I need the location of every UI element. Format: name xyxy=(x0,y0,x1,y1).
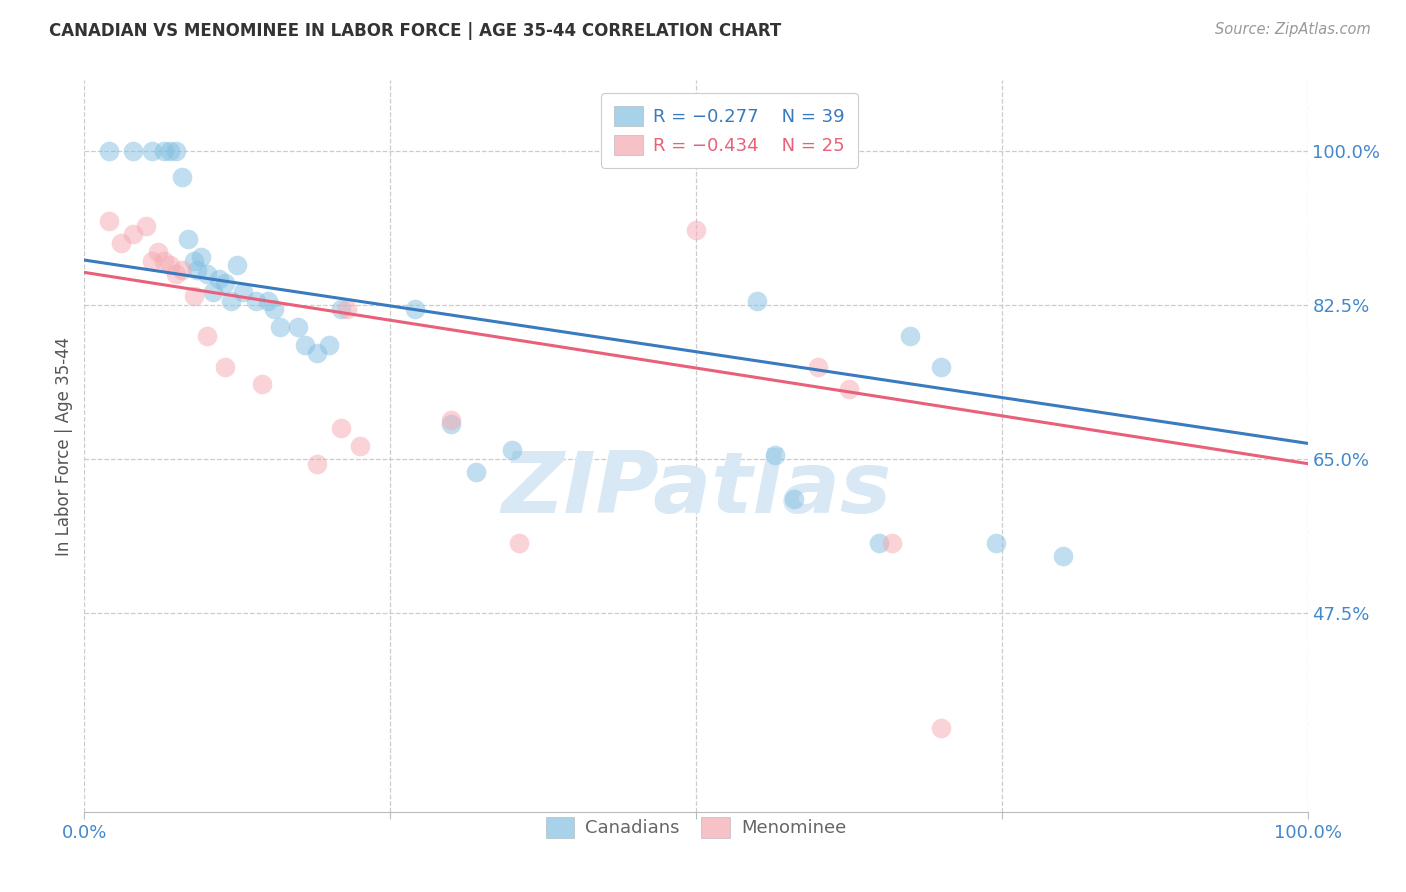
Point xyxy=(172,262,194,277)
Point xyxy=(508,536,530,550)
Point xyxy=(153,254,176,268)
Point xyxy=(898,329,921,343)
Point xyxy=(183,289,205,303)
Point xyxy=(250,377,273,392)
Point xyxy=(305,457,328,471)
Point xyxy=(330,421,353,435)
Point xyxy=(929,359,952,374)
Point xyxy=(807,359,830,374)
Point xyxy=(195,329,218,343)
Point xyxy=(269,320,291,334)
Point xyxy=(318,337,340,351)
Point xyxy=(219,293,242,308)
Point xyxy=(404,302,426,317)
Point xyxy=(214,359,236,374)
Point xyxy=(257,293,280,308)
Point xyxy=(880,536,903,550)
Point xyxy=(440,417,463,431)
Point xyxy=(330,302,353,317)
Point xyxy=(159,144,181,158)
Point xyxy=(183,254,205,268)
Legend: Canadians, Menominee: Canadians, Menominee xyxy=(533,804,859,850)
Point xyxy=(263,302,285,317)
Point xyxy=(765,448,787,462)
Point xyxy=(135,219,157,233)
Point xyxy=(146,245,169,260)
Point xyxy=(232,285,254,299)
Point xyxy=(159,258,181,272)
Point xyxy=(984,536,1007,550)
Point xyxy=(783,491,806,506)
Point xyxy=(294,337,316,351)
Point xyxy=(97,214,120,228)
Point xyxy=(464,466,486,480)
Text: CANADIAN VS MENOMINEE IN LABOR FORCE | AGE 35-44 CORRELATION CHART: CANADIAN VS MENOMINEE IN LABOR FORCE | A… xyxy=(49,22,782,40)
Point xyxy=(186,262,208,277)
Point xyxy=(287,320,309,334)
Point xyxy=(122,144,145,158)
Point xyxy=(97,144,120,158)
Point xyxy=(177,232,200,246)
Point xyxy=(141,254,163,268)
Point xyxy=(141,144,163,158)
Y-axis label: In Labor Force | Age 35-44: In Labor Force | Age 35-44 xyxy=(55,336,73,556)
Point xyxy=(208,271,231,285)
Point xyxy=(165,144,187,158)
Point xyxy=(305,346,328,360)
Point xyxy=(226,258,249,272)
Point xyxy=(110,236,132,251)
Point xyxy=(869,536,891,550)
Point xyxy=(440,412,463,426)
Point xyxy=(214,276,236,290)
Point xyxy=(502,443,524,458)
Point xyxy=(349,439,371,453)
Point xyxy=(165,267,187,281)
Point xyxy=(1052,549,1074,563)
Point xyxy=(153,144,176,158)
Point xyxy=(195,267,218,281)
Point xyxy=(838,382,860,396)
Text: Source: ZipAtlas.com: Source: ZipAtlas.com xyxy=(1215,22,1371,37)
Point xyxy=(172,170,194,185)
Point xyxy=(190,250,212,264)
Text: ZIPatlas: ZIPatlas xyxy=(501,449,891,532)
Point xyxy=(929,721,952,735)
Point xyxy=(201,285,224,299)
Point xyxy=(747,293,769,308)
Point xyxy=(685,223,707,237)
Point xyxy=(245,293,267,308)
Point xyxy=(336,302,359,317)
Point xyxy=(122,227,145,242)
